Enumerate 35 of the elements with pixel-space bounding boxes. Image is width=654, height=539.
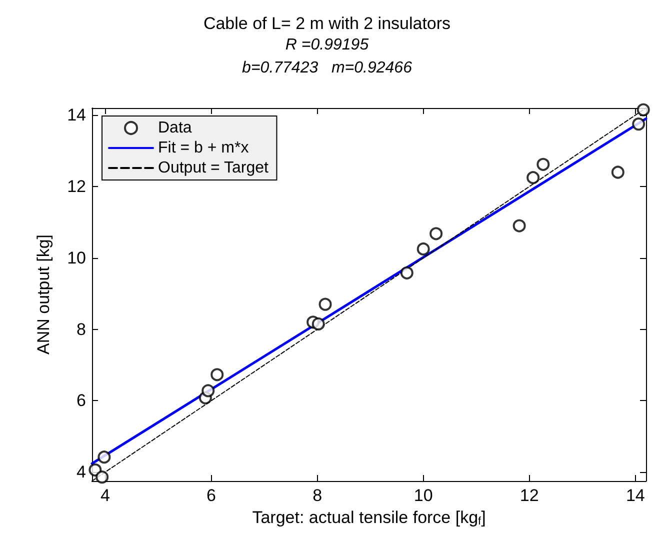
text: b=0.77423 m=0.92466 [242, 60, 412, 76]
y-tick-label: 8 [76, 320, 86, 339]
point [400, 266, 414, 280]
point [312, 317, 325, 330]
chart-subtitle: R =0.99195 [285, 36, 369, 54]
point [318, 298, 332, 311]
y-tick-label: 10 [67, 248, 86, 268]
legend-label: Fit = b + m*x [158, 140, 249, 156]
point [526, 171, 540, 184]
y-tick-label: 4 [76, 462, 86, 482]
point [430, 227, 443, 240]
chart-title: Cable of L= 2 m with 2 insulators [203, 14, 451, 33]
point [210, 368, 224, 382]
point [536, 158, 550, 171]
x-tick-label: 6 [206, 486, 216, 505]
point [88, 463, 102, 476]
x-tick-label: 4 [100, 486, 110, 505]
y-axis-title: ANN output [kg] [34, 234, 53, 355]
y-tick-label: 12 [67, 177, 86, 196]
x-tick-label: 8 [312, 486, 322, 505]
legend-label: Output = Target [158, 160, 269, 176]
point [202, 384, 215, 398]
y-tick-label: 14 [67, 106, 86, 125]
y-tick-label: 6 [76, 391, 86, 410]
point [96, 470, 109, 484]
point [512, 219, 526, 232]
point [632, 118, 646, 131]
point [416, 242, 430, 256]
x-tick-label: 12 [520, 486, 539, 505]
point [98, 450, 111, 464]
x-tick-label: 14 [626, 486, 645, 505]
legend-label: Data [158, 120, 192, 136]
point [611, 166, 624, 179]
x-tick-label: 10 [414, 486, 433, 505]
point [636, 103, 650, 116]
